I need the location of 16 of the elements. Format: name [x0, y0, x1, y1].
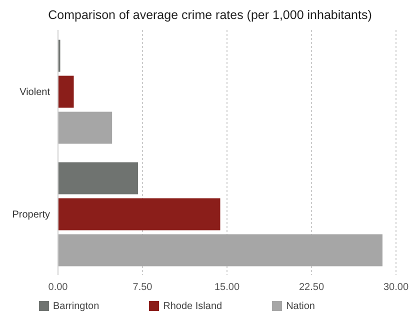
legend-label: Barrington [53, 301, 100, 312]
chart-title: Comparison of average crime rates (per 1,000 inhabitants) [47, 8, 373, 24]
legend-label: Nation [286, 301, 315, 312]
y-tick-label: Violent [20, 86, 50, 98]
bar [58, 234, 382, 266]
bar [58, 76, 74, 108]
bar [58, 198, 220, 230]
bar [58, 112, 112, 144]
x-tick-label: 22.50 [298, 282, 324, 294]
y-tick-label: Property [12, 209, 50, 220]
x-tick-label: 15.00 [214, 282, 240, 294]
x-tick-label: 7.50 [132, 282, 153, 294]
bar [58, 162, 138, 194]
x-tick-label: 0.00 [48, 282, 68, 294]
legend-label: Rhode Island [163, 301, 222, 312]
x-tick-label: 30.00 [383, 282, 409, 294]
